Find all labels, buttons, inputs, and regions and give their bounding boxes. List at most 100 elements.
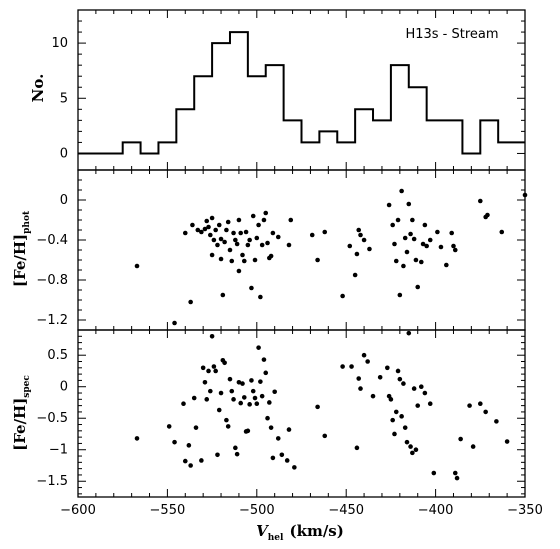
data-point	[411, 386, 417, 391]
data-point	[397, 292, 403, 298]
data-point	[279, 452, 285, 458]
panel-frame	[77, 329, 526, 498]
data-point	[399, 414, 404, 419]
data-point	[227, 376, 233, 382]
data-point	[438, 244, 444, 250]
data-point	[231, 397, 236, 402]
data-point	[134, 263, 140, 269]
data-point	[254, 235, 260, 241]
fe-h-phot-ylabel-sub: phot	[22, 210, 32, 234]
data-point	[431, 470, 437, 476]
data-point	[211, 237, 217, 243]
data-point	[413, 257, 419, 263]
data-point	[225, 424, 231, 429]
data-point	[404, 439, 410, 445]
data-point	[401, 263, 406, 269]
x-tick-label: −500	[239, 503, 275, 518]
data-point	[467, 403, 472, 408]
data-point	[390, 417, 395, 423]
data-point	[216, 222, 222, 228]
data-point	[256, 222, 261, 228]
data-point	[424, 243, 429, 249]
data-point	[206, 224, 211, 230]
data-point	[182, 458, 188, 464]
data-point	[322, 229, 328, 235]
data-point	[478, 401, 483, 407]
data-point	[458, 436, 463, 442]
data-point	[315, 257, 320, 263]
data-point	[245, 428, 251, 434]
data-point	[268, 425, 274, 430]
data-point	[358, 232, 363, 238]
data-point	[408, 231, 413, 237]
data-point	[250, 388, 256, 394]
data-point	[411, 236, 417, 242]
data-point	[478, 198, 483, 204]
data-point	[395, 368, 401, 374]
data-point	[259, 393, 265, 399]
data-point	[454, 475, 460, 481]
data-point	[134, 436, 140, 441]
data-point	[393, 409, 399, 415]
data-point	[390, 222, 395, 228]
data-point	[240, 252, 245, 258]
data-point	[354, 445, 360, 451]
data-point	[485, 212, 490, 218]
data-point	[408, 444, 413, 449]
data-point	[236, 380, 242, 385]
data-point	[199, 458, 204, 463]
y-tick-label: −1.5	[36, 474, 68, 489]
data-point	[418, 259, 424, 265]
data-point	[234, 241, 240, 247]
data-point	[190, 222, 195, 228]
y-tick-label: −1.2	[36, 313, 68, 328]
data-point	[395, 217, 401, 223]
data-point	[356, 227, 362, 233]
data-point	[315, 404, 320, 410]
data-point	[191, 395, 197, 401]
data-point	[483, 409, 488, 415]
data-point	[340, 293, 345, 299]
data-point	[206, 368, 211, 374]
data-point	[213, 227, 218, 233]
x-axis-label-unit: (km/s)	[289, 522, 343, 540]
data-point	[259, 242, 265, 248]
data-point	[286, 427, 292, 432]
data-point	[236, 217, 242, 223]
data-point	[261, 357, 267, 362]
data-point	[256, 345, 261, 350]
data-point	[404, 249, 410, 255]
data-point	[347, 243, 353, 249]
data-point	[370, 393, 376, 399]
y-tick-label: −0.4	[36, 233, 68, 248]
data-point	[218, 390, 224, 396]
histogram-ylabel: No.	[29, 74, 47, 103]
data-point	[356, 376, 362, 381]
data-point	[415, 284, 421, 290]
data-point	[252, 257, 258, 263]
data-point	[386, 202, 392, 208]
data-point	[377, 374, 383, 380]
data-point	[272, 389, 277, 395]
data-point	[413, 447, 419, 453]
data-point	[361, 237, 367, 243]
data-point	[401, 381, 406, 386]
y-tick-label: 10	[51, 36, 68, 51]
x-axis-label-sub: hel	[268, 533, 284, 543]
fe-h-spec-ylabel-main: [Fe/H]	[11, 398, 29, 451]
data-point	[410, 217, 415, 223]
data-point	[402, 425, 408, 430]
data-point	[261, 217, 267, 223]
y-tick-label: 0	[60, 193, 68, 208]
data-point	[265, 415, 270, 421]
data-point	[358, 386, 363, 391]
data-point	[435, 229, 440, 235]
data-point	[231, 230, 236, 236]
data-point	[361, 352, 367, 358]
data-point	[186, 443, 192, 448]
y-tick-label: −1	[49, 443, 68, 458]
data-point	[284, 458, 290, 463]
data-point	[250, 213, 256, 219]
data-point	[241, 258, 247, 264]
fe-h-phot-panel: 0 −0.4 −0.8 −1.2	[36, 169, 528, 331]
